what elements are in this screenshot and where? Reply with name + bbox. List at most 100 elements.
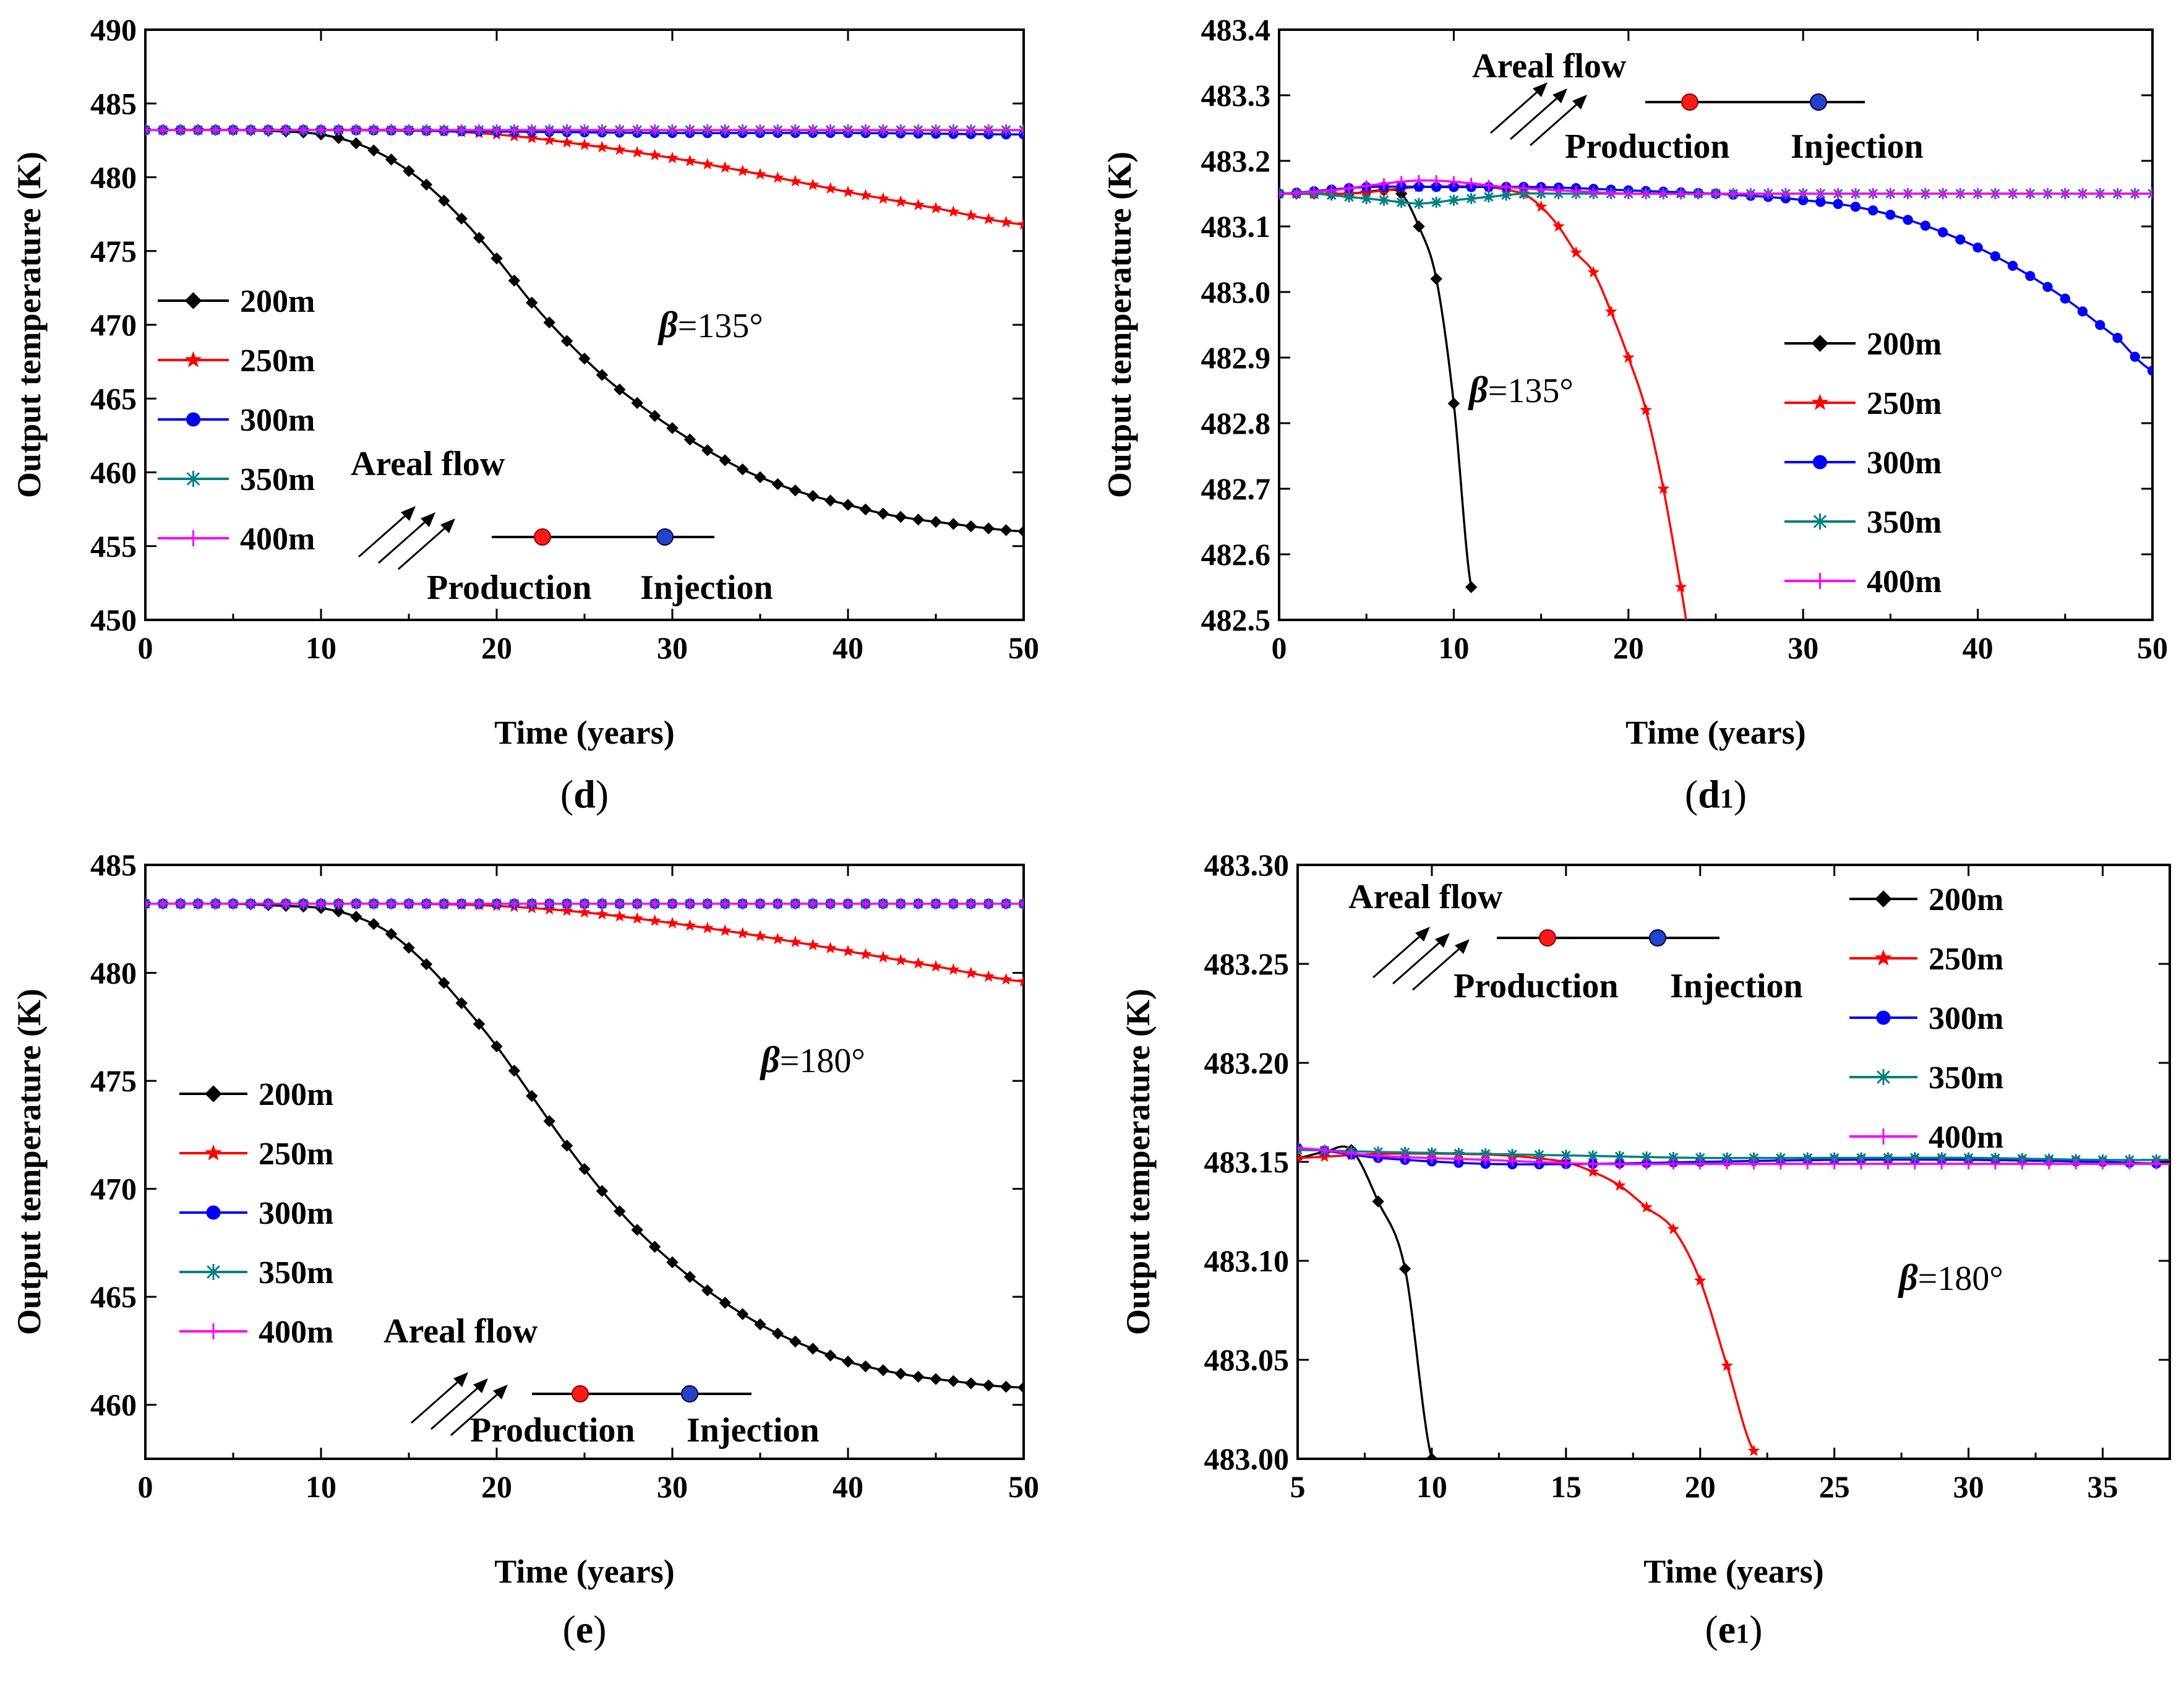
data-point-400m: [789, 124, 801, 136]
data-point-400m: [1588, 186, 1599, 198]
y-tick-label: 482.7: [1201, 471, 1271, 506]
data-point-250m: [1657, 482, 1670, 494]
data-point-200m: [631, 397, 643, 410]
flow-arrow-shaft: [378, 515, 432, 564]
data-point-250m: [824, 182, 837, 194]
data-point-400m: [1518, 183, 1530, 194]
legend-marker-300m: [206, 1205, 221, 1220]
data-point-200m: [877, 1364, 889, 1377]
data-point-400m: [1552, 184, 1564, 196]
data-point-400m: [1832, 188, 1844, 199]
data-point-400m: [1989, 188, 2001, 199]
data-point-400m: [456, 124, 468, 136]
data-point-400m: [579, 898, 590, 909]
data-point-200m: [614, 1205, 626, 1218]
flow-arrow-shaft: [411, 1375, 465, 1424]
data-point-400m: [1587, 1158, 1599, 1170]
chart-panel-d: 0 10 20 30 40 50 450 455 460 465 470 475 480 485 490 Ti…: [11, 12, 1039, 816]
data-point-200m: [807, 489, 819, 502]
data-point-200m: [1426, 1453, 1438, 1459]
data-point-200m: [930, 1373, 942, 1385]
data-point-200m: [965, 520, 977, 533]
data-point-400m: [1658, 188, 1669, 200]
legend-label-200m: 200m: [240, 284, 315, 319]
production-well-dot: [1681, 93, 1698, 111]
panel-label: (d1): [1685, 772, 1747, 816]
legend-label-400m: 400m: [240, 522, 315, 557]
data-point-400m: [473, 898, 485, 909]
data-point-400m: [701, 124, 713, 136]
data-point-300m: [1850, 202, 1861, 212]
data-point-400m: [930, 124, 941, 136]
y-tick-label: 485: [90, 86, 137, 121]
data-point-400m: [2097, 1158, 2109, 1170]
data-point-400m: [1849, 188, 1861, 199]
beta-annotation: β=135°: [657, 304, 763, 345]
x-tick-label: 35: [2088, 1469, 2118, 1504]
data-point-400m: [895, 124, 907, 136]
flow-arrow-shaft: [450, 1388, 504, 1437]
y-tick-label: 450: [90, 603, 137, 637]
x-tick-label: 20: [1685, 1469, 1716, 1504]
data-point-200m: [526, 1089, 538, 1102]
data-point-200m: [701, 1284, 714, 1297]
data-point-400m: [1640, 188, 1652, 200]
data-point-200m: [1465, 581, 1478, 593]
data-point-350m: [1694, 1152, 1706, 1164]
data-point-250m: [543, 134, 556, 145]
data-point-400m: [1614, 1158, 1625, 1170]
data-point-250m: [1721, 1359, 1734, 1372]
data-point-350m: [1465, 192, 1477, 204]
data-point-200m: [982, 522, 995, 535]
data-point-250m: [876, 950, 889, 963]
data-point-250m: [859, 948, 872, 960]
flow-arrow-head: [1552, 88, 1567, 103]
data-point-400m: [2043, 1158, 2055, 1170]
legend-label-200m: 200m: [259, 1077, 333, 1112]
data-point-350m: [1909, 1152, 1921, 1164]
data-point-400m: [526, 124, 537, 136]
data-point-200m: [403, 942, 415, 954]
data-point-200m: [789, 1335, 802, 1348]
data-point-250m: [1000, 973, 1013, 985]
data-point-250m: [1587, 265, 1600, 278]
areal-flow-label: Areal flow: [1348, 878, 1503, 916]
data-point-400m: [824, 124, 836, 136]
y-tick-label: 483.0: [1201, 275, 1271, 309]
data-point-200m: [420, 178, 433, 191]
data-point-400m: [1779, 188, 1791, 200]
data-point-250m: [1694, 1274, 1707, 1286]
data-point-400m: [614, 898, 625, 909]
data-point-400m: [245, 124, 257, 136]
data-point-400m: [298, 898, 309, 909]
data-point-400m: [145, 898, 151, 909]
data-point-350m: [1343, 191, 1355, 203]
data-point-400m: [649, 124, 661, 136]
legend-marker-250m: [205, 1144, 222, 1161]
data-point-400m: [350, 898, 362, 909]
y-axis-label: Output temperature (K): [11, 989, 48, 1335]
x-tick-label: 15: [1551, 1469, 1582, 1504]
data-point-400m: [737, 898, 748, 909]
x-tick-label: 30: [657, 1469, 688, 1504]
x-tick-label: 0: [138, 630, 153, 665]
data-point-400m: [561, 124, 573, 136]
data-point-200m: [560, 335, 573, 347]
data-point-200m: [367, 917, 380, 930]
injection-well-dot: [656, 528, 674, 546]
data-point-400m: [1815, 188, 1826, 199]
data-point-400m: [895, 898, 907, 909]
data-point-250m: [876, 192, 889, 204]
data-point-350m: [1882, 1152, 1894, 1164]
data-point-250m: [701, 158, 714, 170]
data-point-250m: [578, 138, 591, 150]
data-point-400m: [1955, 188, 1966, 199]
data-point-400m: [2042, 188, 2053, 199]
data-point-400m: [1721, 1158, 1733, 1170]
data-point-250m: [964, 208, 977, 221]
data-point-200m: [1000, 1380, 1013, 1393]
legend-label-400m: 400m: [1867, 564, 1942, 599]
y-tick-label: 455: [90, 529, 137, 564]
data-point-400m: [860, 898, 871, 909]
legend-label-250m: 250m: [240, 343, 315, 379]
